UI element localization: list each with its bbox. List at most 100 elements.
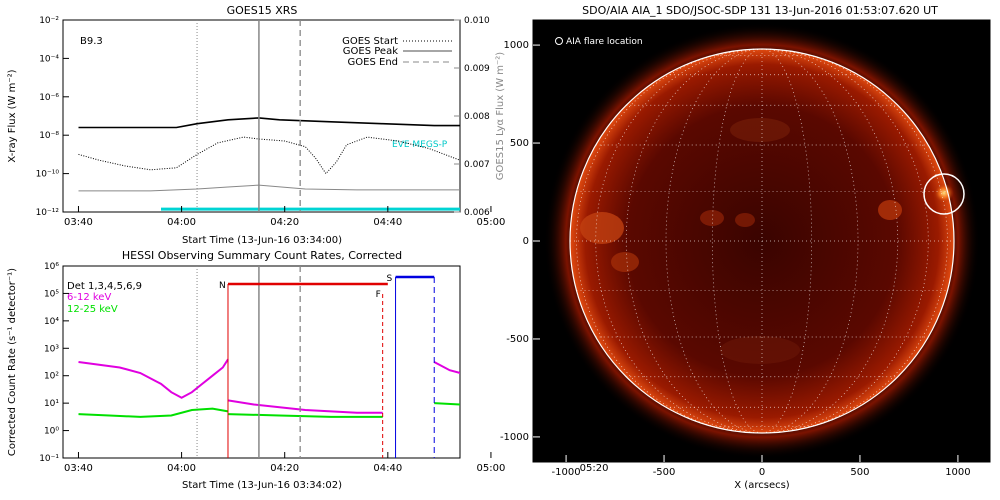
hessi-series-5 bbox=[434, 402, 460, 406]
longitude-line bbox=[576, 48, 763, 434]
hessi-flag-bars: N FS bbox=[219, 274, 435, 458]
hessi-ytick-label-4: 10³ bbox=[44, 344, 59, 354]
goes-series-1 bbox=[78, 136, 460, 175]
hessi-series-4 bbox=[227, 413, 383, 418]
goes-series-group bbox=[78, 117, 460, 211]
hessi-ytick-label-7: 10⁶ bbox=[44, 262, 59, 272]
goes-ytick-label-4: 10⁻⁴ bbox=[39, 54, 59, 64]
hessi-legend-det: Det 1,3,4,5,6,9 bbox=[67, 281, 142, 292]
active-region-west bbox=[878, 200, 902, 220]
goes-ytick-label-3: 10⁻⁶ bbox=[39, 93, 59, 103]
goes-ylabel: X-ray Flux (W m⁻²) bbox=[7, 69, 18, 162]
aia-xtick-label-0: -1000 bbox=[552, 467, 581, 478]
hessi-plot-frame bbox=[62, 265, 461, 459]
hessi-xtick-label-3: 04:40 bbox=[373, 463, 402, 474]
goes-plot-frame bbox=[62, 19, 461, 213]
goes-series-0 bbox=[78, 117, 460, 129]
goes-xtick-label-0: 03:40 bbox=[64, 217, 93, 228]
hessi-series-1 bbox=[227, 399, 383, 414]
aia-xtick-label-2: 0 bbox=[759, 467, 765, 478]
aia-ytick-label-4: 1000 bbox=[504, 40, 529, 51]
aia-legend-symbol bbox=[555, 37, 563, 45]
aia-x-axis: -1000 -500 0 500 1000 bbox=[552, 455, 971, 478]
active-region-east bbox=[580, 212, 624, 244]
aia-ytick-label-3: 500 bbox=[510, 138, 529, 149]
aia-xlabel: X (arcsecs) bbox=[734, 480, 790, 491]
hessi-xlabel: Start Time (13-Jun-16 03:34:02) bbox=[182, 480, 342, 491]
hessi-ytick-label-5: 10⁴ bbox=[44, 317, 59, 327]
hessi-xtick-label-0: 03:40 bbox=[64, 463, 93, 474]
goes-ytick-label-0: 10⁻¹² bbox=[36, 208, 60, 218]
goes-xtick-label-4: 05:00 bbox=[477, 217, 506, 228]
goes-legend-peak: GOES Peak bbox=[343, 46, 398, 57]
hessi-ytick-label-1: 10⁰ bbox=[44, 427, 59, 437]
hessi-ytick-label-2: 10¹ bbox=[44, 399, 59, 409]
goes-legend-start: GOES Start bbox=[342, 36, 398, 47]
aia-xtick-label-3: 500 bbox=[850, 467, 869, 478]
hessi-panel: HESSI Observing Summary Count Rates, Cor… bbox=[7, 249, 608, 491]
aia-image bbox=[544, 23, 980, 459]
active-region-north bbox=[730, 118, 790, 142]
active-region-east-2 bbox=[611, 252, 639, 272]
hessi-xtick-label-5: 05:20 bbox=[580, 463, 609, 474]
saa-flag-label: S bbox=[387, 274, 393, 284]
aia-ytick-label-0: -1000 bbox=[500, 432, 529, 443]
limb-circle bbox=[569, 48, 955, 434]
hessi-legend-low: 6-12 keV bbox=[67, 292, 111, 303]
hessi-xtick-label-2: 04:20 bbox=[270, 463, 299, 474]
goes-xtick-label-3: 04:40 bbox=[373, 217, 402, 228]
longitude-line bbox=[761, 48, 899, 434]
goes-title: GOES15 XRS bbox=[227, 4, 298, 17]
hessi-series-0 bbox=[78, 358, 229, 399]
aia-xtick-label-1: -500 bbox=[653, 467, 676, 478]
goes-ytick-label-2: 10⁻⁸ bbox=[39, 131, 59, 141]
goes-y2label: GOES15 Lyα Flux (W m⁻²) bbox=[495, 52, 506, 180]
aia-y-axis: -1000 -500 0 500 1000 bbox=[500, 40, 540, 443]
aia-legend-label: AIA flare location bbox=[566, 37, 643, 47]
heliographic-grid bbox=[570, 48, 954, 434]
hessi-ytick-label-6: 10⁵ bbox=[44, 289, 59, 299]
longitude-line bbox=[761, 48, 859, 434]
active-region-mid-2 bbox=[735, 213, 755, 227]
hessi-ytick-label-0: 10⁻¹ bbox=[39, 454, 59, 464]
goes-xlabel: Start Time (13-Jun-16 03:34:00) bbox=[182, 235, 342, 246]
hessi-marker-lines bbox=[196, 266, 301, 458]
goes-y2tick-label-4: 0.010 bbox=[464, 16, 490, 26]
goes-y2tick-label-0: 0.006 bbox=[464, 208, 490, 218]
goes-legend-end: GOES End bbox=[348, 57, 398, 68]
goes-y2-axis: 0.006 0.007 0.008 0.009 0.010 bbox=[454, 16, 490, 218]
hessi-series-group bbox=[78, 358, 460, 418]
aia-title: SDO/AIA AIA_1 SDO/JSOC-SDP 131 13-Jun-20… bbox=[582, 4, 938, 17]
hessi-x-axis: 03:40 04:00 04:20 04:40 05:00 05:20 bbox=[64, 452, 608, 474]
hessi-ylabel: Corrected Count Rate (s⁻¹ detector⁻¹) bbox=[7, 268, 18, 456]
goes-y2tick-label-2: 0.008 bbox=[464, 112, 490, 122]
goes-xtick-label-2: 04:20 bbox=[270, 217, 299, 228]
goes-ytick-label-1: 10⁻¹⁰ bbox=[36, 170, 60, 180]
goes-y-axis: 10⁻¹² 10⁻¹⁰ 10⁻⁸ 10⁻⁶ 10⁻⁴ 10⁻² bbox=[36, 16, 69, 218]
active-region-south bbox=[720, 336, 800, 364]
longitude-line bbox=[625, 48, 763, 434]
longitude-line bbox=[761, 48, 948, 434]
goes-y2tick-label-3: 0.009 bbox=[464, 64, 490, 74]
aia-ytick-label-2: 0 bbox=[523, 236, 529, 247]
goes-xrs-panel: GOES15 XRS B9.3 GOES Start GOES Peak GOE… bbox=[7, 4, 608, 246]
hessi-ytick-label-3: 10² bbox=[44, 372, 59, 382]
aia-panel: SDO/AIA AIA_1 SDO/JSOC-SDP 131 13-Jun-20… bbox=[500, 4, 991, 491]
goes-y2tick-label-1: 0.007 bbox=[464, 160, 490, 170]
aia-xtick-label-4: 1000 bbox=[945, 467, 970, 478]
longitude-line bbox=[665, 48, 763, 434]
active-region-mid bbox=[700, 210, 724, 226]
goes-marker-lines bbox=[196, 20, 301, 212]
hessi-xtick-label-1: 04:00 bbox=[167, 463, 196, 474]
goes-class-label: B9.3 bbox=[80, 36, 103, 47]
hessi-xtick-label-4: 05:00 bbox=[477, 463, 506, 474]
goes-xtick-label-1: 04:00 bbox=[167, 217, 196, 228]
aia-ytick-label-1: -500 bbox=[506, 334, 529, 345]
hessi-legend-high: 12-25 keV bbox=[67, 304, 118, 315]
goes-ytick-label-5: 10⁻² bbox=[39, 16, 59, 26]
goes-legend: GOES Start GOES Peak GOES End bbox=[342, 36, 452, 68]
hessi-y-axis: 10⁻¹ 10⁰ 10¹ 10² 10³ 10⁴ 10⁵ 10⁶ bbox=[39, 262, 69, 464]
goes-series-2 bbox=[78, 184, 460, 192]
night-flag-label: N bbox=[219, 281, 226, 291]
